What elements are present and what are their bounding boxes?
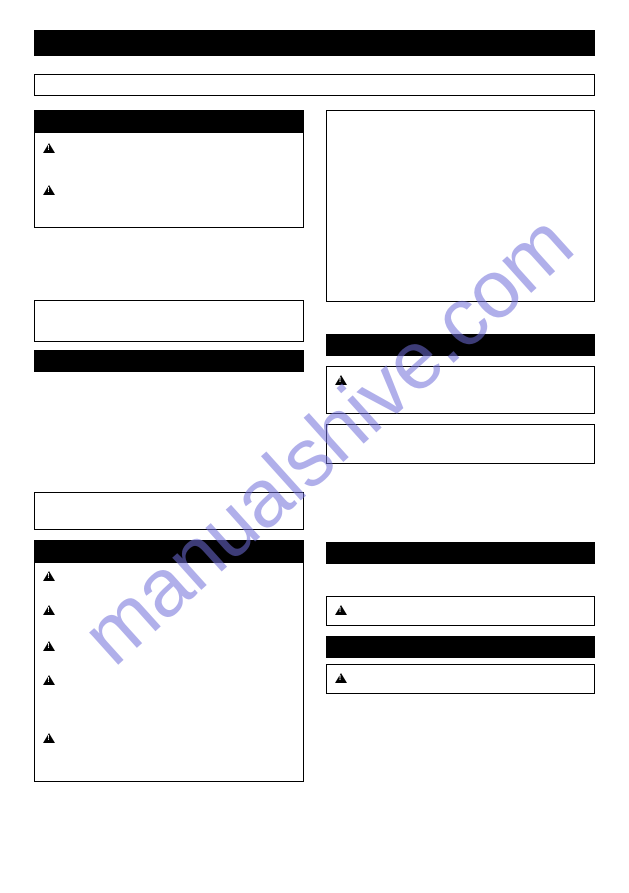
warning-icon bbox=[335, 375, 347, 385]
spacer bbox=[34, 530, 304, 540]
left-column bbox=[34, 110, 304, 782]
wide-outlined-box bbox=[34, 74, 595, 96]
section-black-bar bbox=[34, 350, 304, 372]
spacer bbox=[326, 414, 596, 424]
outlined-content-box bbox=[326, 424, 596, 464]
two-column-layout bbox=[34, 110, 595, 782]
outlined-content-box bbox=[326, 110, 596, 302]
outlined-content-box bbox=[326, 366, 596, 414]
warning-icon bbox=[43, 675, 55, 685]
spacer bbox=[326, 302, 596, 334]
outlined-content-box bbox=[34, 132, 304, 228]
spacer bbox=[34, 228, 304, 300]
spacer bbox=[326, 626, 596, 636]
document-page bbox=[0, 0, 629, 782]
top-black-banner bbox=[34, 30, 595, 56]
outlined-content-box bbox=[326, 664, 596, 694]
outlined-content-box bbox=[34, 562, 304, 782]
spacer bbox=[326, 356, 596, 366]
spacer bbox=[34, 372, 304, 492]
warning-icon bbox=[43, 143, 55, 153]
section-black-bar bbox=[326, 636, 596, 658]
warning-icon bbox=[43, 733, 55, 743]
right-column bbox=[326, 110, 596, 694]
outlined-content-box bbox=[34, 300, 304, 342]
spacer bbox=[34, 342, 304, 350]
warning-icon bbox=[43, 641, 55, 651]
warning-icon bbox=[335, 605, 347, 615]
warning-icon bbox=[43, 605, 55, 615]
spacer bbox=[326, 464, 596, 542]
outlined-content-box bbox=[326, 596, 596, 626]
outlined-content-box bbox=[34, 492, 304, 530]
section-black-bar bbox=[326, 542, 596, 564]
section-black-bar bbox=[34, 110, 304, 132]
warning-icon bbox=[335, 673, 347, 683]
warning-icon bbox=[43, 571, 55, 581]
section-black-bar bbox=[34, 540, 304, 562]
warning-icon bbox=[43, 185, 55, 195]
spacer bbox=[326, 564, 596, 596]
section-black-bar bbox=[326, 334, 596, 356]
